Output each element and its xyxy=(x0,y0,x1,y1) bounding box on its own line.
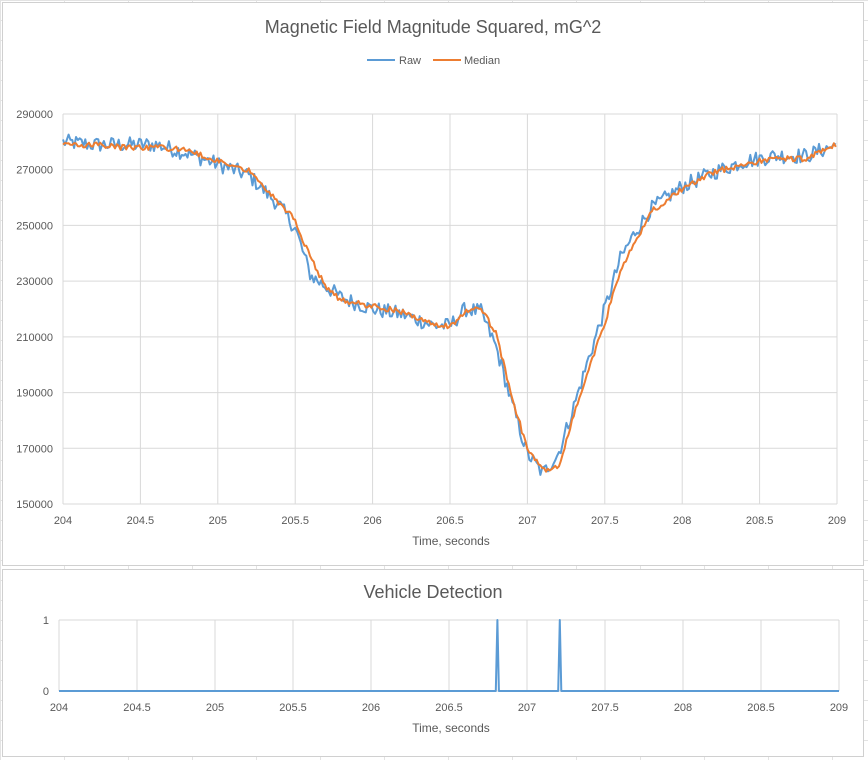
y-tick-label: 0 xyxy=(43,686,49,698)
y-tick-label: 230000 xyxy=(16,276,53,288)
x-tick-label: 207 xyxy=(518,515,536,527)
x-tick-label: 208.5 xyxy=(747,702,775,714)
y-axis-tick-labels: 01 xyxy=(43,615,49,698)
chart-title: Magnetic Field Magnitude Squared, mG^2 xyxy=(265,17,602,37)
magnetic-field-chart[interactable]: Magnetic Field Magnitude Squared, mG^2 R… xyxy=(2,2,864,566)
x-axis-title: Time, seconds xyxy=(412,721,490,735)
median-series-line xyxy=(62,141,837,473)
x-tick-label: 204.5 xyxy=(123,702,151,714)
y-tick-label: 210000 xyxy=(16,332,53,344)
x-tick-label: 207 xyxy=(518,702,536,714)
y-tick-label: 1 xyxy=(43,615,49,627)
x-tick-label: 205.5 xyxy=(279,702,307,714)
x-axis-tick-labels: 204 204.5 205 205.5 206 206.5 207 207.5 208 208.5… xyxy=(50,702,848,714)
x-tick-label: 204 xyxy=(54,515,72,527)
raw-series-line xyxy=(62,133,837,476)
x-tick-label: 206.5 xyxy=(435,702,463,714)
x-tick-label: 204.5 xyxy=(127,515,155,527)
magnetic-field-chart-svg: Magnetic Field Magnitude Squared, mG^2 R… xyxy=(16,17,846,548)
x-tick-label: 206 xyxy=(362,702,380,714)
y-tick-label: 290000 xyxy=(16,109,53,121)
y-tick-label: 150000 xyxy=(16,499,53,511)
series-lines xyxy=(62,133,837,476)
chart-title: Vehicle Detection xyxy=(363,582,502,602)
vehicle-detection-chart-svg: Vehicle Detection 01 204 204.5 205 205.5 206… xyxy=(43,582,848,735)
x-tick-label: 209 xyxy=(828,515,846,527)
detection-series-line xyxy=(59,619,839,692)
y-tick-label: 270000 xyxy=(16,165,53,177)
y-tick-label: 170000 xyxy=(16,443,53,455)
x-axis-title: Time, seconds xyxy=(412,534,490,548)
x-tick-label: 205.5 xyxy=(281,515,309,527)
x-tick-label: 205 xyxy=(209,515,227,527)
x-tick-label: 208 xyxy=(674,702,692,714)
gridlines xyxy=(62,113,838,505)
x-tick-label: 209 xyxy=(830,702,848,714)
x-tick-label: 206 xyxy=(363,515,381,527)
x-tick-label: 207.5 xyxy=(591,702,619,714)
x-axis-tick-labels: 204 204.5 205 205.5 206 206.5 207 207.5 208 208.5… xyxy=(54,515,846,527)
x-tick-label: 206.5 xyxy=(436,515,464,527)
legend-raw-label: Raw xyxy=(399,55,421,67)
series-lines xyxy=(59,619,839,692)
x-tick-label: 207.5 xyxy=(591,515,619,527)
y-tick-label: 250000 xyxy=(16,220,53,232)
gridlines xyxy=(58,619,840,692)
x-tick-label: 208.5 xyxy=(746,515,774,527)
y-axis-tick-labels: 150000 170000 190000 210000 230000 250000 2700… xyxy=(16,109,53,511)
x-tick-label: 205 xyxy=(206,702,224,714)
legend-median-label: Median xyxy=(464,55,500,67)
x-tick-label: 208 xyxy=(673,515,691,527)
x-tick-label: 204 xyxy=(50,702,68,714)
y-tick-label: 190000 xyxy=(16,388,53,400)
legend: Raw Median xyxy=(367,55,500,67)
